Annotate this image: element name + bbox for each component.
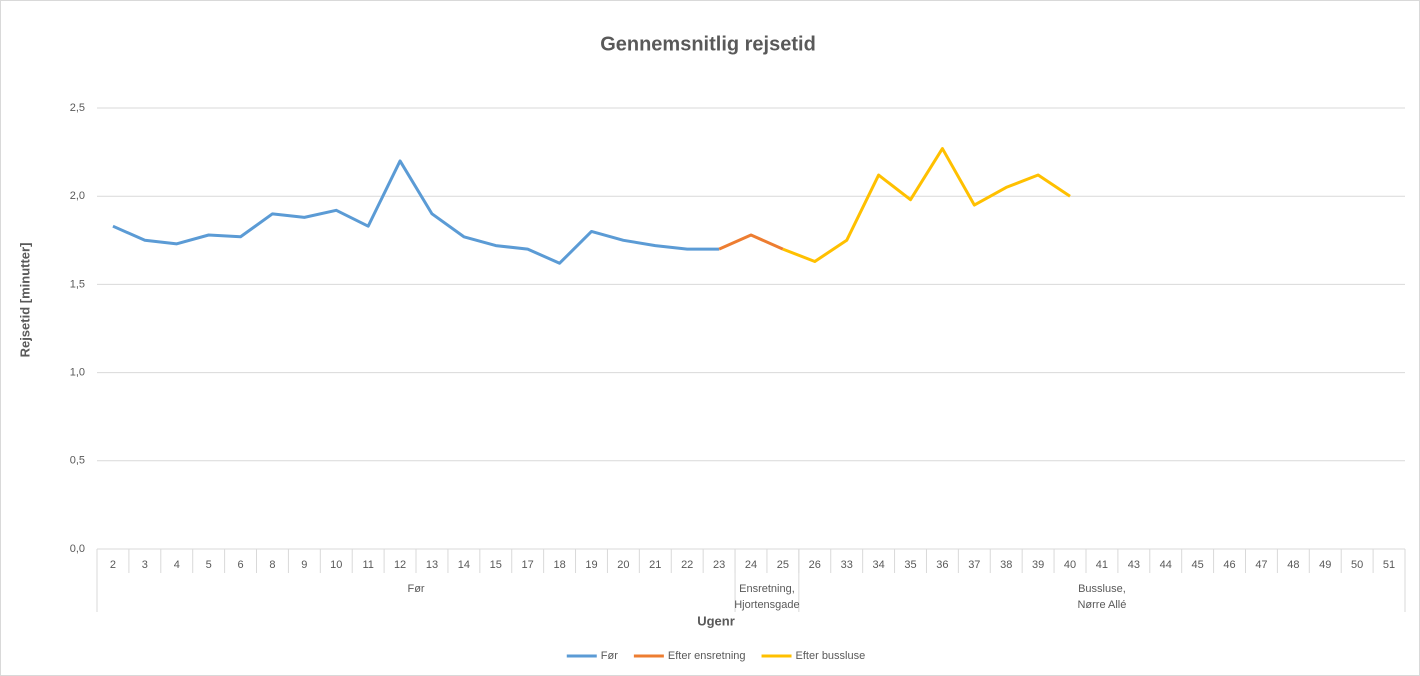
x-tick-label: 25 [777,559,789,571]
legend-label: Efter ensretning [668,650,746,662]
x-tick-label: 11 [362,559,373,571]
x-tick-label: 15 [490,559,502,571]
x-tick-label: 18 [553,559,565,571]
y-tick-label: 2,5 [70,102,85,114]
x-tick-label: 37 [968,559,980,571]
x-tick-label: 35 [904,559,916,571]
x-tick-label: 5 [206,559,212,571]
x-tick-label: 22 [681,559,693,571]
x-tick-label: 36 [936,559,948,571]
group-label: Hjortensgade [734,599,799,611]
x-tick-label: 20 [617,559,629,571]
group-label: Bussluse, [1078,583,1126,595]
x-tick-label: 48 [1287,559,1299,571]
x-tick-label: 24 [745,559,757,571]
x-tick-label: 23 [713,559,725,571]
series-line [718,233,784,251]
x-tick-label: 6 [237,559,243,571]
x-tick-label: 50 [1351,559,1363,571]
x-tick-label: 3 [142,559,148,571]
x-tick-label: 49 [1319,559,1331,571]
series-line [782,147,1071,263]
series-line [112,159,720,265]
x-tick-label: 41 [1096,559,1108,571]
x-tick-label: 21 [649,559,661,571]
x-axis-title: Ugenr [697,613,735,628]
x-tick-label: 47 [1255,559,1267,571]
x-tick-label: 26 [809,559,821,571]
legend-label: Før [601,650,618,662]
x-tick-label: 43 [1128,559,1140,571]
x-tick-label: 38 [1000,559,1012,571]
y-tick-label: 1,0 [70,367,85,379]
x-tick-label: 33 [841,559,853,571]
y-tick-label: 2,0 [70,190,85,202]
x-tick-label: 39 [1032,559,1044,571]
x-tick-label: 8 [269,559,275,571]
x-tick-label: 34 [872,559,884,571]
y-tick-label: 0,5 [70,455,85,467]
x-tick-label: 4 [174,559,180,571]
x-tick-label: 45 [1192,559,1204,571]
y-tick-label: 1,5 [70,278,85,290]
x-tick-label: 51 [1383,559,1395,571]
chart-title: Gennemsnitlig rejsetid [600,33,816,55]
x-tick-label: 10 [330,559,342,571]
x-tick-label: 19 [585,559,597,571]
group-label: Før [407,583,424,595]
x-tick-label: 12 [394,559,406,571]
x-tick-label: 46 [1223,559,1235,571]
x-tick-label: 17 [522,559,534,571]
group-label: Nørre Allé [1077,599,1126,611]
y-axis-title: Rejsetid [minutter] [17,243,32,358]
x-tick-label: 2 [110,559,116,571]
legend-label: Efter bussluse [796,650,866,662]
x-tick-label: 13 [426,559,438,571]
x-tick-label: 9 [301,559,307,571]
y-tick-label: 0,0 [70,543,85,555]
x-tick-label: 44 [1160,559,1172,571]
x-tick-label: 40 [1064,559,1076,571]
group-label: Ensretning, [739,583,795,595]
x-tick-label: 14 [458,559,470,571]
